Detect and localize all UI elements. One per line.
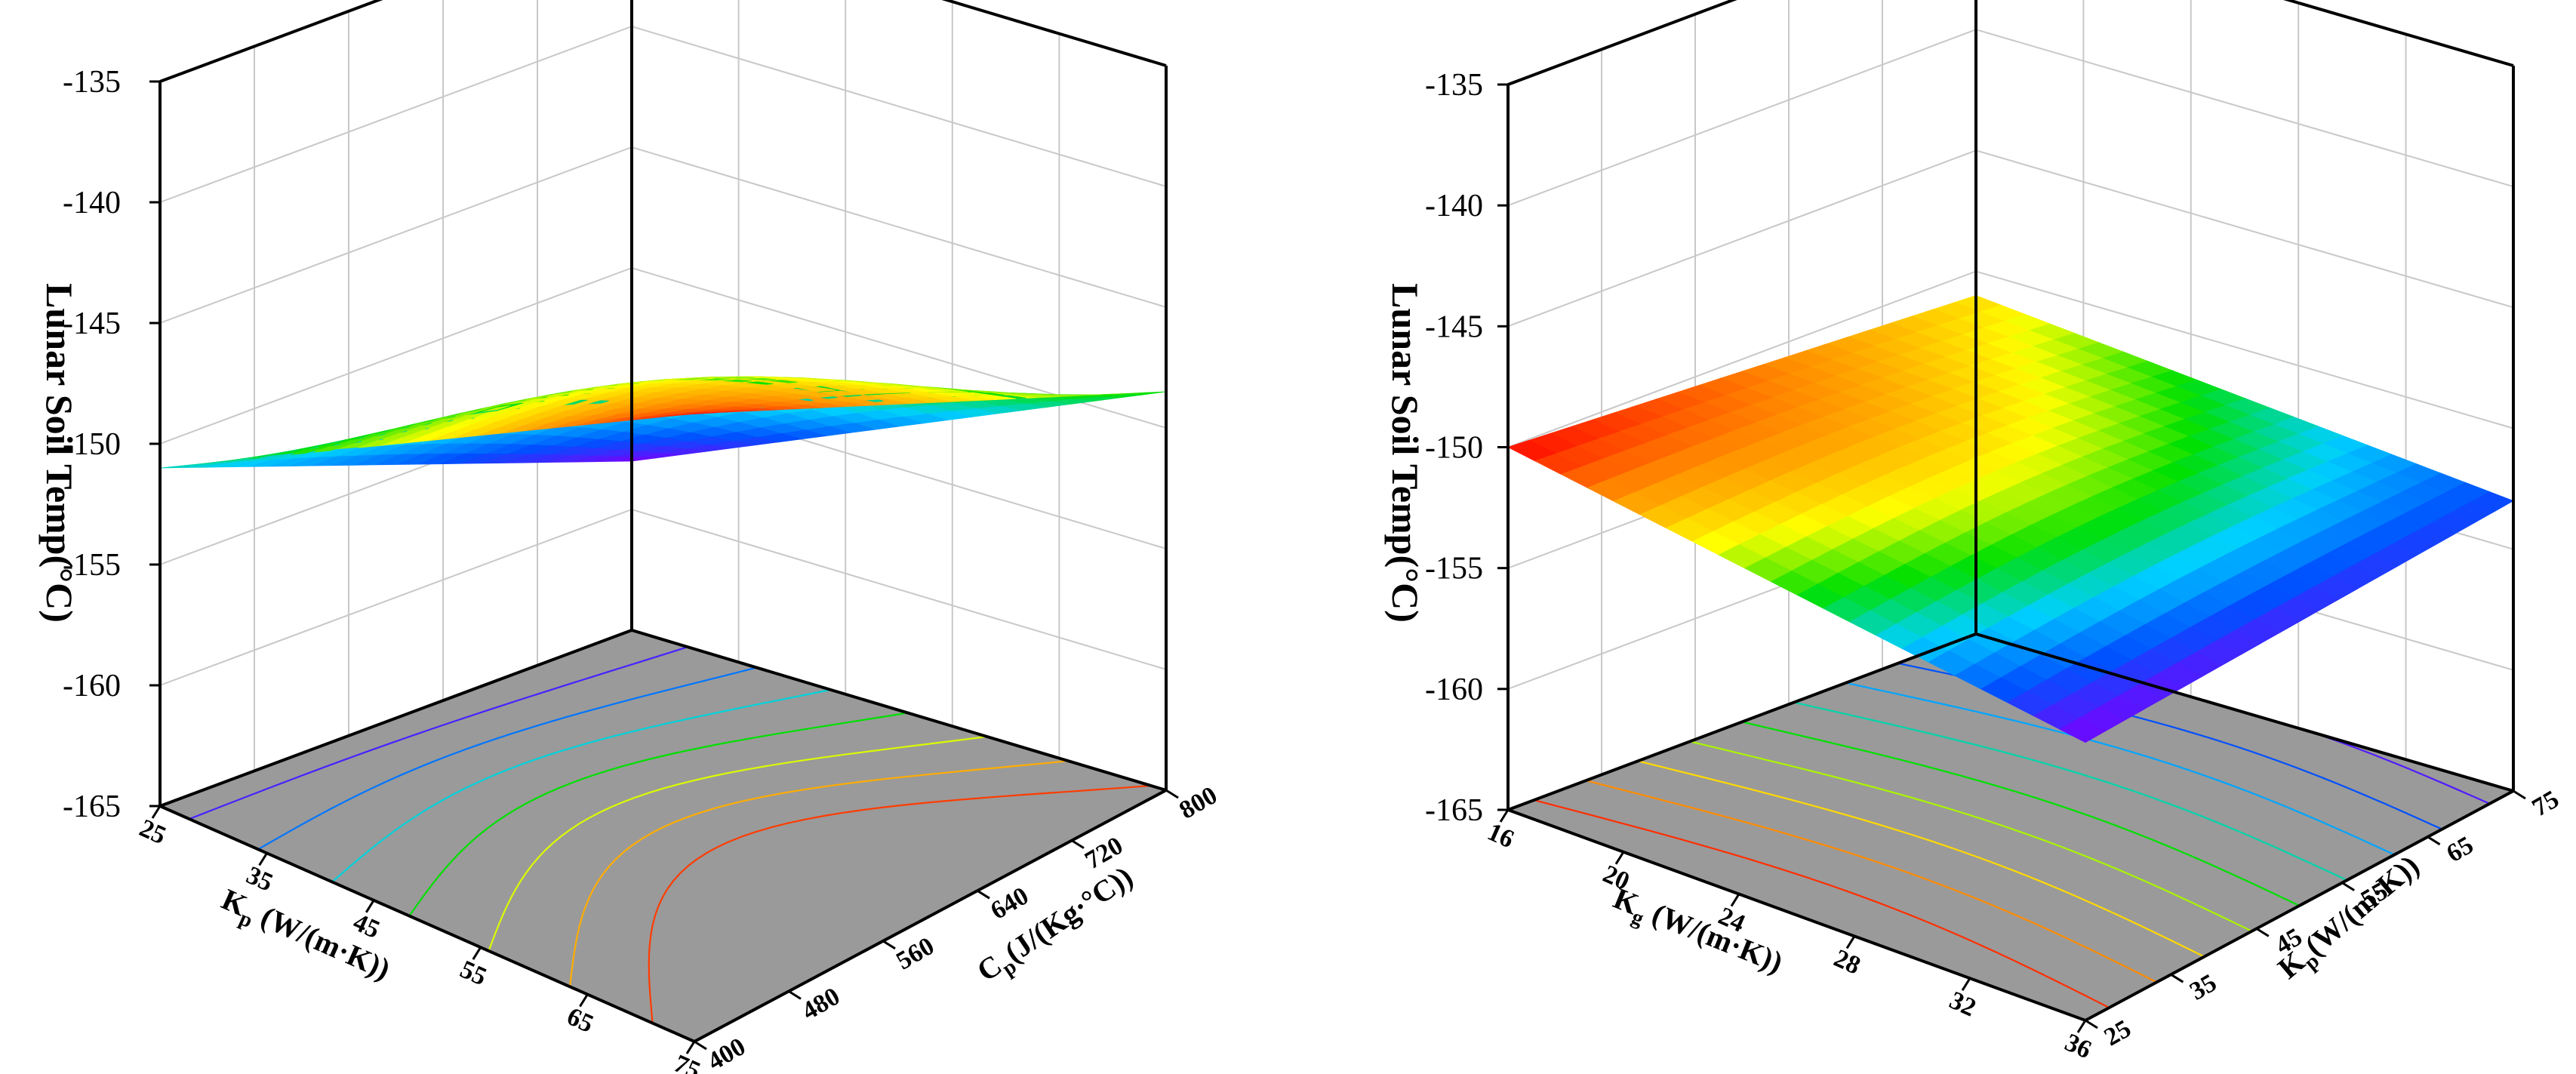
y-tick-label: 400 (703, 1032, 750, 1074)
x-tick-label: 28 (1830, 944, 1864, 980)
z-axis-label: Lunar Soil Temp(°C) (1384, 283, 1426, 623)
x-tick-mark (365, 900, 375, 913)
top-edge (159, 0, 1167, 83)
y-tick-mark (882, 940, 896, 950)
contour-line (408, 712, 908, 917)
contour-line (1689, 740, 2252, 932)
x-tick-mark (1614, 851, 1625, 865)
z-tick-label: -165 (1425, 793, 1483, 828)
y-tick-label: 640 (986, 882, 1033, 925)
contour-line (568, 760, 1069, 987)
x-tick-label: 25 (135, 814, 170, 851)
surface-mesh (159, 376, 1167, 469)
surface-patch (159, 463, 206, 469)
y-tick-mark (2427, 836, 2441, 846)
contour-line (1741, 721, 2300, 906)
contour-line (1534, 799, 2110, 1009)
surface-mesh (1507, 295, 2514, 743)
y-tick-label: 560 (891, 932, 939, 976)
x-tick-mark (151, 805, 162, 819)
z-tick-label: -155 (1425, 552, 1483, 586)
y-tick-mark (1071, 839, 1085, 849)
floor-contours (1534, 642, 2490, 1009)
x-tick-mark (579, 993, 589, 1008)
y-tick-mark (1165, 789, 1179, 799)
y-tick-mark (2513, 789, 2526, 800)
y-tick-label: 480 (797, 983, 845, 1026)
right-surface-plot: -135 -140 -145 -150 -155 -160 -165 Lunar Soil T… (1384, 0, 2564, 1064)
z-tick-label: -145 (63, 306, 121, 341)
contour-line (331, 688, 831, 883)
floor-plane (160, 630, 1166, 1042)
y-tick-label: 35 (2185, 969, 2221, 1006)
y-tick-mark (2170, 973, 2184, 983)
z-tick-label: -145 (1425, 309, 1483, 344)
x-tick-mark (1961, 977, 1971, 991)
z-tick-label: -155 (63, 548, 121, 583)
floor-plane (1508, 634, 2513, 1020)
z-tick-label: -140 (63, 186, 121, 220)
z-axis-label: Lunar Soil Temp(°C) (38, 283, 81, 623)
x-tick-label: 55 (456, 956, 491, 992)
x-tick-mark (1499, 809, 1510, 823)
contour-line (257, 666, 757, 851)
y-tick-mark (2085, 1019, 2098, 1029)
x-tick-mark (685, 1041, 696, 1054)
left-surface-plot: -135 -140 -145 -150 -155 -160 -165 Lunar Soil T… (38, 0, 1222, 1074)
x-tick-label: 36 (2060, 1029, 2095, 1065)
x-tick-mark (2076, 1020, 2087, 1033)
y-tick-label: 25 (2100, 1014, 2136, 1051)
z-tick-label: -150 (63, 427, 121, 462)
y-tick-label: 65 (2442, 831, 2478, 868)
contour-line (1586, 780, 2157, 983)
y-tick-label: 800 (1174, 781, 1222, 825)
x-tick-label: 65 (563, 1002, 598, 1039)
x-tick-label: 75 (669, 1050, 704, 1074)
top-edge (1507, 0, 2514, 86)
y-tick-mark (694, 1040, 707, 1051)
contour-line (1845, 682, 2395, 856)
z-tick-label: -150 (1425, 431, 1483, 466)
contour-line (1793, 701, 2347, 882)
z-tick-label: -135 (1425, 68, 1483, 103)
z-tick-label: -160 (1425, 672, 1483, 707)
z-tick-label: -160 (63, 669, 121, 703)
contour-line (488, 735, 988, 952)
x-tick-mark (472, 946, 482, 960)
x-tick-label: 16 (1483, 818, 1518, 854)
floor-contours (189, 646, 1152, 1023)
x-tick-mark (1730, 893, 1740, 907)
z-tick-label: -140 (1425, 189, 1483, 223)
x-tick-mark (1845, 935, 1856, 949)
contour-line (1637, 760, 2205, 958)
y-tick-mark (2341, 882, 2355, 891)
contour-line (648, 784, 1152, 1023)
y-tick-mark (2256, 928, 2270, 937)
z-tick-label: -165 (63, 789, 121, 824)
y-tick-mark (788, 990, 802, 1000)
x-tick-label: 32 (1945, 986, 1980, 1023)
z-tick-label: -135 (63, 65, 121, 100)
surface-patch (1507, 439, 1556, 461)
y-tick-mark (977, 889, 990, 900)
contour-line (189, 646, 688, 820)
y-tick-label: 75 (2528, 785, 2564, 822)
back-wall-left (160, 0, 632, 806)
x-tick-mark (258, 852, 268, 866)
